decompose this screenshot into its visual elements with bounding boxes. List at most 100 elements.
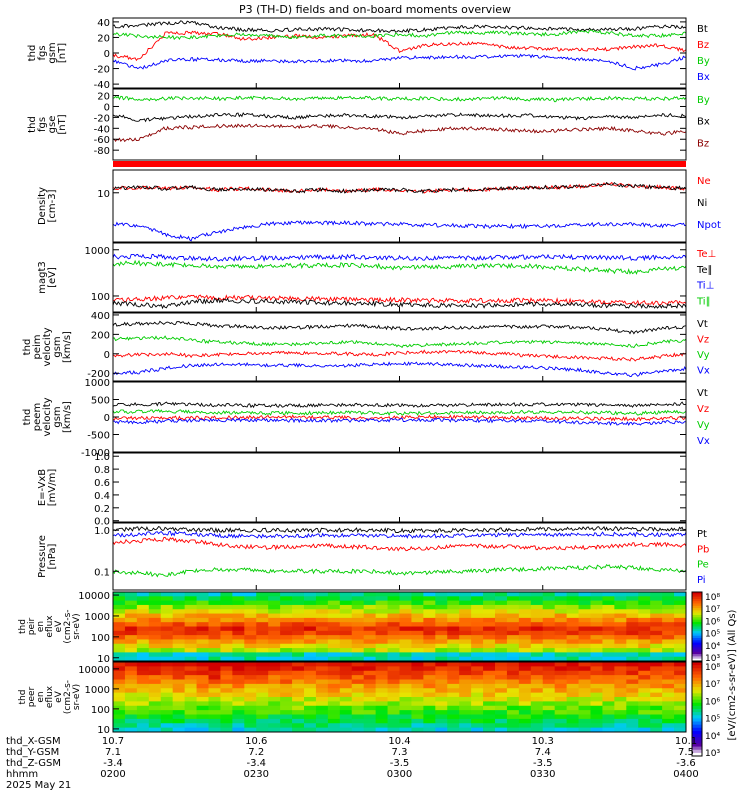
spec-cell-peer (327, 727, 341, 733)
y-tick-label-density-0: 10 (97, 189, 110, 200)
spec-cell-peir (459, 652, 472, 658)
spec-cell-peer (113, 692, 126, 698)
spec-cell-peir (578, 600, 591, 606)
spec-cell-peer (232, 710, 245, 715)
spec-cell-peer (232, 670, 245, 676)
spec-cell-peir (638, 630, 651, 636)
spec-cell-peir (626, 656, 639, 662)
spec-cell-peir (160, 630, 174, 636)
spec-cell-peir (566, 630, 580, 636)
spec-cell-peir (435, 600, 448, 606)
spec-cell-peir (387, 596, 400, 602)
spec-cell-peer (554, 714, 568, 720)
spec-cell-peer (244, 701, 257, 707)
spec-cell-peer (602, 692, 615, 698)
spec-cell-peer (518, 697, 532, 702)
spec-cell-peer (626, 683, 639, 689)
spec-cell-peer (292, 675, 305, 680)
spec-cell-peir (339, 643, 353, 649)
spec-cell-peer (136, 688, 150, 694)
spec-cell-peer (220, 697, 233, 702)
spec-cell-peir (351, 596, 365, 602)
spec-cell-peer (602, 714, 615, 720)
colorbar-cell-0 (692, 633, 702, 637)
spec-cell-peir (184, 639, 198, 645)
spec-tick-label-peir-0: 10000 (78, 591, 110, 602)
spec-cell-peer (650, 683, 663, 689)
spec-cell-peir (518, 596, 532, 602)
spec-cell-peer (483, 697, 496, 702)
spec-cell-peer (578, 705, 591, 711)
spec-cell-peir (387, 648, 400, 653)
spec-cell-peer (578, 727, 591, 733)
spec-cell-peer (399, 727, 412, 733)
spec-cell-peer (590, 662, 603, 667)
spec-cell-peer (662, 662, 675, 667)
spec-label-peer-2: en (36, 691, 46, 702)
spec-cell-peir (292, 609, 305, 615)
spec-cell-peer (268, 723, 281, 729)
spec-cell-peir (339, 652, 353, 658)
spec-cell-peir (423, 600, 436, 606)
spec-cell-peir (327, 596, 341, 602)
spec-cell-peer (614, 723, 627, 729)
spec-cell-peir (447, 656, 460, 662)
spec-cell-peer (435, 701, 448, 707)
colorbar-tick-1-1: 10⁷ (705, 680, 720, 690)
spec-cell-peer (483, 692, 496, 698)
spec-cell-peir (542, 592, 556, 597)
colorbar-cell-1 (692, 696, 702, 701)
colorbar-cell-1 (692, 662, 702, 666)
spec-cell-peir (363, 592, 377, 597)
spec-cell-peer (614, 710, 627, 715)
spec-cell-peer (542, 710, 556, 715)
spec-cell-peer (256, 679, 269, 685)
spec-cell-peir (304, 643, 317, 649)
spec-cell-peir (590, 622, 603, 627)
spec-cell-peer (304, 723, 317, 729)
spec-cell-peer (172, 662, 186, 667)
spec-cell-peer (363, 710, 377, 715)
spec-cell-peer (208, 701, 221, 707)
panel-frame-efield (112, 452, 687, 523)
spec-cell-peer (148, 718, 162, 724)
spec-cell-peir (638, 635, 651, 640)
spec-cell-peir (638, 639, 651, 645)
y-tick-label-efield-2: 0.6 (94, 478, 110, 489)
spec-cell-peer (232, 714, 245, 720)
spec-cell-peir (674, 648, 687, 653)
spec-cell-peir (280, 643, 293, 649)
spec-cell-peer (113, 683, 126, 689)
spec-cell-peir (256, 592, 269, 597)
spec-cell-peir (530, 643, 544, 649)
spec-cell-peir (256, 639, 269, 645)
spec-cell-peir (471, 622, 484, 627)
spec-cell-peer (578, 679, 591, 685)
spec-cell-peir (327, 592, 341, 597)
spec-cell-peer (638, 705, 651, 711)
spec-cell-peir (423, 592, 436, 597)
spec-cell-peir (136, 622, 150, 627)
spec-cell-peir (148, 600, 162, 606)
spec-cell-peir (483, 639, 496, 645)
spec-cell-peir (244, 630, 257, 636)
spec-cell-peir (339, 600, 353, 606)
spec-cell-peir (339, 604, 353, 610)
spec-cell-peer (172, 701, 186, 707)
spec-cell-peer (626, 701, 639, 707)
spec-cell-peer (280, 718, 293, 724)
spec-cell-peir (304, 600, 317, 606)
colorbar-cell-1 (692, 693, 702, 697)
spec-cell-peir (124, 635, 138, 640)
spec-cell-peir (113, 639, 126, 645)
spec-cell-peir (578, 592, 591, 597)
spec-cell-peir (244, 613, 257, 619)
spec-cell-peer (387, 688, 400, 694)
spec-cell-peir (674, 652, 687, 658)
spec-cell-peer (172, 683, 186, 689)
spec-cell-peir (304, 609, 317, 615)
x-row-value-2-0: -3.4 (103, 758, 123, 769)
panel-frame-density (112, 169, 687, 243)
spec-cell-peir (495, 600, 508, 606)
colorbar-cell-0 (692, 601, 702, 604)
